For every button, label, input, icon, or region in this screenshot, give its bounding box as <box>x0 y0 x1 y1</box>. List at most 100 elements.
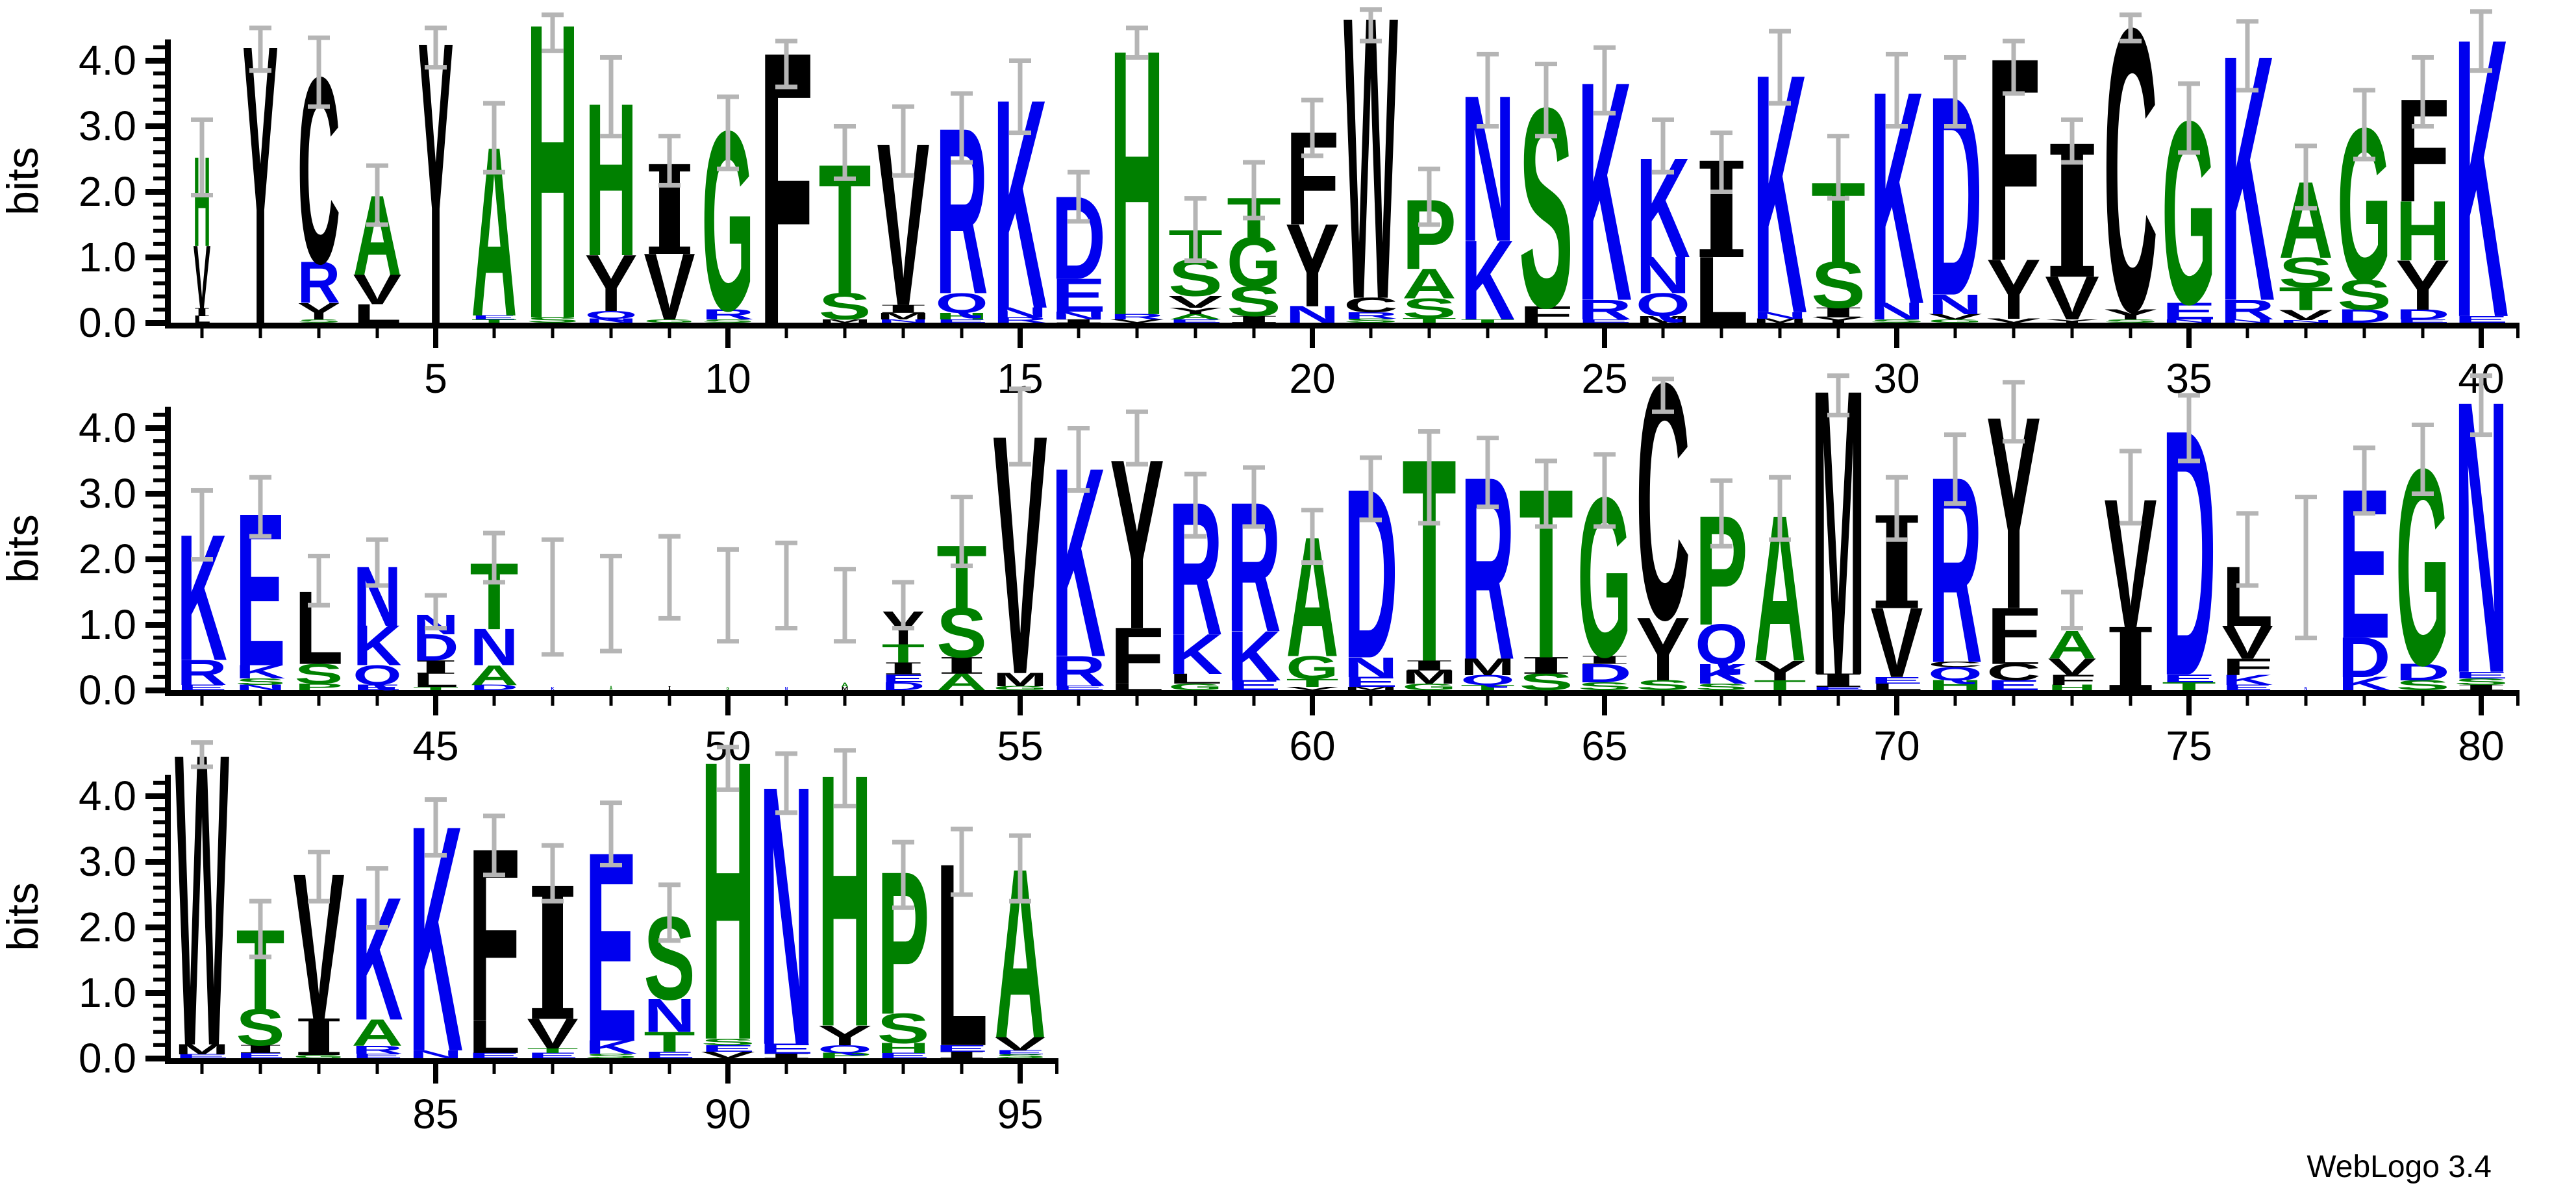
x-minor-tick <box>784 1064 788 1074</box>
y-minor-tick <box>153 596 165 601</box>
error-bar-stem <box>1251 162 1257 218</box>
y-minor-tick <box>153 176 165 180</box>
error-bar-stem <box>2362 90 2367 159</box>
error-bar-pos-56 <box>1068 426 1090 493</box>
error-bar-cap-bottom <box>775 810 797 815</box>
error-bar-pos-34 <box>2120 12 2142 43</box>
logo-letter-K-pos-78: K <box>2338 673 2390 695</box>
x-tick-label: 90 <box>705 1091 751 1137</box>
logo-letter-S-pos-34: S <box>2103 319 2158 324</box>
logo-letter-H-pos-71: H <box>1928 677 1982 693</box>
logo-letter-E-pos-6: E <box>471 314 518 321</box>
logo-stack-pos-32: VYF <box>1986 0 2041 337</box>
error-bar-stem <box>1544 460 1549 527</box>
error-bar-stem <box>1836 375 1841 415</box>
error-bar-cap-top <box>1360 455 1382 460</box>
x-minor-tick <box>2129 696 2132 706</box>
error-bar-cap-top <box>308 553 330 558</box>
logo-letter-N-pos-20: N <box>1285 301 1340 328</box>
logo-stack-pos-41: ERK <box>177 488 227 699</box>
error-bar-cap-top <box>892 104 914 109</box>
error-bar-cap-top <box>2353 445 2375 451</box>
error-bar-pos-11 <box>775 38 797 90</box>
error-bar-stem <box>433 799 438 855</box>
error-bar-stem <box>1018 60 1023 133</box>
logo-letter-S-pos-3: S <box>297 318 340 323</box>
error-bar-cap-top <box>775 751 797 756</box>
y-tick-label: 3.0 <box>79 838 136 885</box>
error-bar-cap-top <box>717 547 739 552</box>
logo-letter-N-pos-16: N <box>1051 309 1106 322</box>
logo-stack-pos-30: SNK <box>1869 29 1924 367</box>
x-minor-tick <box>2070 696 2074 706</box>
error-bar-stem <box>1076 171 1081 221</box>
logo-stack-pos-74: IV <box>2104 449 2157 711</box>
error-bar-cap-bottom <box>658 938 681 943</box>
logo-letter-M-pos-28: M <box>1753 317 1807 324</box>
x-major-tick <box>1602 696 1607 715</box>
error-bar-pos-31 <box>1944 55 1966 129</box>
error-bar-cap-top <box>951 826 973 832</box>
logo-letter-G-pos-19: G <box>1227 223 1281 303</box>
logo-letter-N-pos-51: N <box>785 686 788 691</box>
y-minor-tick <box>153 439 165 443</box>
error-bar-stem <box>1719 132 1724 192</box>
error-bar-stem <box>1777 477 1782 539</box>
error-bar-cap-bottom <box>542 899 564 904</box>
error-bar-cap-top <box>1126 409 1148 414</box>
error-bar-cap-bottom <box>425 852 447 858</box>
error-bar-cap-bottom <box>1944 124 1966 129</box>
error-bar-cap-top <box>249 475 271 480</box>
error-bar-cap-bottom <box>1535 134 1557 139</box>
logo-letter-E-pos-80: E <box>2454 670 2508 680</box>
error-bar-cap-top <box>366 163 388 168</box>
x-minor-tick <box>960 696 964 706</box>
error-bar-stem <box>784 753 789 813</box>
logo-letter-Q-pos-8: Q <box>584 308 637 321</box>
logo-letter-E-pos-86: E <box>468 1052 520 1060</box>
x-major-tick <box>2186 328 2192 348</box>
logo-letter-C-pos-21: C <box>1344 293 1398 317</box>
x-minor-tick <box>1778 696 1782 706</box>
y-minor-tick <box>153 886 165 890</box>
x-minor-tick <box>784 328 788 338</box>
logo-letter-S-pos-7: S <box>526 316 579 325</box>
error-bar-stem <box>608 555 614 651</box>
error-bar-cap-bottom <box>892 905 914 910</box>
logo-stack-pos-45: TLIDN <box>413 593 458 691</box>
error-bar-stem <box>2420 424 2425 493</box>
y-axis-title: bits <box>0 882 47 951</box>
error-bar-pos-88 <box>600 800 622 868</box>
y-minor-tick <box>153 583 165 588</box>
error-bar-pos-64 <box>1535 458 1557 529</box>
error-bar-pos-80 <box>2470 373 2492 438</box>
error-bar-stem <box>1076 428 1081 490</box>
x-minor-tick <box>901 1064 905 1074</box>
x-tick-label: 55 <box>997 723 1043 769</box>
logo-stack-pos-12: MST <box>818 124 871 332</box>
y-tick-label: 3.0 <box>79 103 136 149</box>
error-bar-cap-top <box>775 540 797 545</box>
y-minor-tick <box>153 294 165 299</box>
error-bar-stem <box>2070 591 2075 628</box>
error-bar-cap-top <box>425 593 447 598</box>
logo-letter-S-pos-43: S <box>295 658 344 689</box>
error-bar-stem <box>433 27 438 68</box>
error-bar-cap-bottom <box>1418 222 1440 227</box>
error-bar-cap-bottom <box>2295 636 2317 641</box>
error-bar-cap-top <box>1535 62 1557 67</box>
logo-letter-Q-pos-63: Q <box>1460 672 1515 688</box>
error-bar-cap-bottom <box>366 222 388 227</box>
y-tick-label: 4.0 <box>79 37 136 84</box>
x-minor-tick <box>1252 328 1256 338</box>
x-major-tick <box>725 696 731 715</box>
logo-letter-V-pos-17: V <box>1110 319 1164 324</box>
y-tick-label: 2.0 <box>79 168 136 215</box>
error-bar-cap-bottom <box>425 65 447 70</box>
logo-stack-pos-83: GIV <box>293 830 344 1067</box>
